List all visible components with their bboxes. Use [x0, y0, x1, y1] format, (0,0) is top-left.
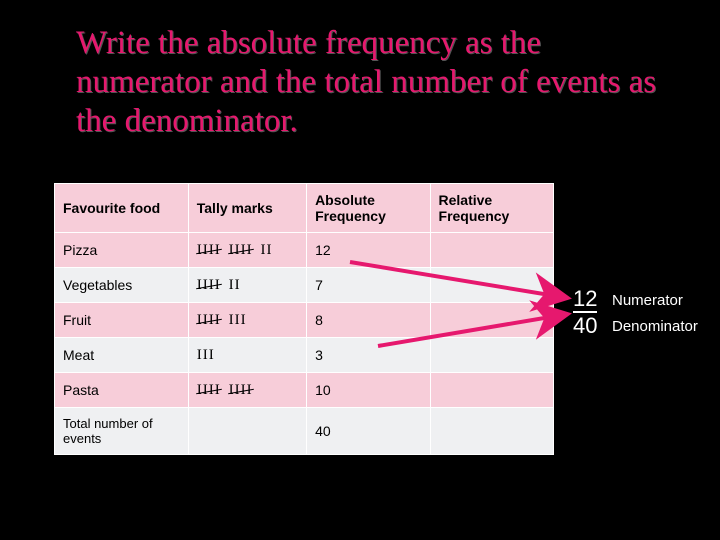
cell-food: Meat: [55, 338, 189, 373]
th-abs: Absolute Frequency: [307, 184, 430, 233]
cell-abs: 12: [307, 233, 430, 268]
table-row: FruitIIII III8: [55, 303, 554, 338]
cell-empty: [188, 408, 306, 455]
cell-abs: 3: [307, 338, 430, 373]
cell-rel: [430, 268, 553, 303]
page-title: Write the absolute frequency as the nume…: [76, 24, 666, 141]
cell-food: Fruit: [55, 303, 189, 338]
cell-tally: IIII II: [188, 268, 306, 303]
table-row: PizzaIIII IIII II12: [55, 233, 554, 268]
cell-empty: [430, 408, 553, 455]
fraction-numerator: 12: [573, 286, 597, 311]
cell-abs: 7: [307, 268, 430, 303]
cell-tally: IIII IIII: [188, 373, 306, 408]
fraction-denominator: 40: [573, 311, 597, 338]
cell-food: Pasta: [55, 373, 189, 408]
cell-rel: [430, 233, 553, 268]
cell-tally: IIII IIII II: [188, 233, 306, 268]
cell-rel: [430, 373, 553, 408]
cell-total-label: Total number of events: [55, 408, 189, 455]
numerator-label: Numerator: [612, 288, 698, 314]
table-row: MeatIII3: [55, 338, 554, 373]
th-tally: Tally marks: [188, 184, 306, 233]
cell-rel: [430, 303, 553, 338]
cell-tally: IIII III: [188, 303, 306, 338]
cell-total-value: 40: [307, 408, 430, 455]
fraction-labels: Numerator Denominator: [612, 288, 698, 339]
cell-food: Vegetables: [55, 268, 189, 303]
cell-abs: 10: [307, 373, 430, 408]
cell-food: Pizza: [55, 233, 189, 268]
cell-tally: III: [188, 338, 306, 373]
th-food: Favourite food: [55, 184, 189, 233]
table-body: PizzaIIII IIII II12VegetablesIIII II7Fru…: [55, 233, 554, 455]
th-rel: Relative Frequency: [430, 184, 553, 233]
table-row: PastaIIII IIII10: [55, 373, 554, 408]
denominator-label: Denominator: [612, 314, 698, 340]
table-row: VegetablesIIII II7: [55, 268, 554, 303]
cell-rel: [430, 338, 553, 373]
frequency-table: Favourite food Tally marks Absolute Freq…: [54, 183, 554, 455]
table-row-total: Total number of events 40: [55, 408, 554, 455]
cell-abs: 8: [307, 303, 430, 338]
fraction-display: 12 40: [573, 286, 597, 339]
